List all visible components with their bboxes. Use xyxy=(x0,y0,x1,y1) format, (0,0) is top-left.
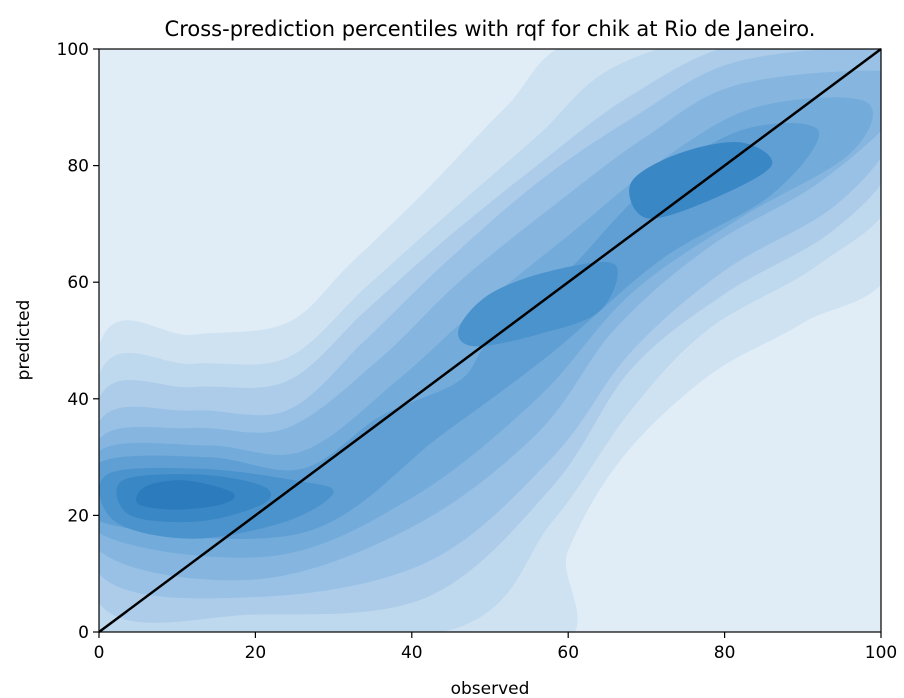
x-tick-label: 40 xyxy=(401,643,423,663)
y-tick-label: 100 xyxy=(57,40,89,60)
density-contour-level-10 xyxy=(136,480,235,510)
identity-reference-line xyxy=(98,47,882,634)
y-tick-label: 60 xyxy=(67,273,89,293)
y-tick-label: 20 xyxy=(67,506,89,526)
x-tick-label: 60 xyxy=(557,643,579,663)
y-tick-label: 80 xyxy=(67,157,89,177)
x-tick-label: 100 xyxy=(865,643,897,663)
plot-frame xyxy=(98,48,882,633)
x-tick-label: 20 xyxy=(245,643,267,663)
x-tick-label: 80 xyxy=(714,643,736,663)
x-axis-label: observed xyxy=(451,679,530,698)
y-axis-ticks: 0 20 40 60 80 100 xyxy=(57,40,99,643)
density-contour-level-9 xyxy=(629,141,773,219)
x-tick-label: 0 xyxy=(94,643,105,663)
y-tick-label: 0 xyxy=(78,623,89,643)
y-axis-label: predicted xyxy=(14,300,34,381)
y-tick-label: 40 xyxy=(67,390,89,410)
density-contour-level-7 xyxy=(99,122,820,539)
x-axis-ticks: 0 20 40 60 80 100 xyxy=(94,632,897,663)
chart-title: Cross-prediction percentiles with rqf fo… xyxy=(165,17,816,41)
